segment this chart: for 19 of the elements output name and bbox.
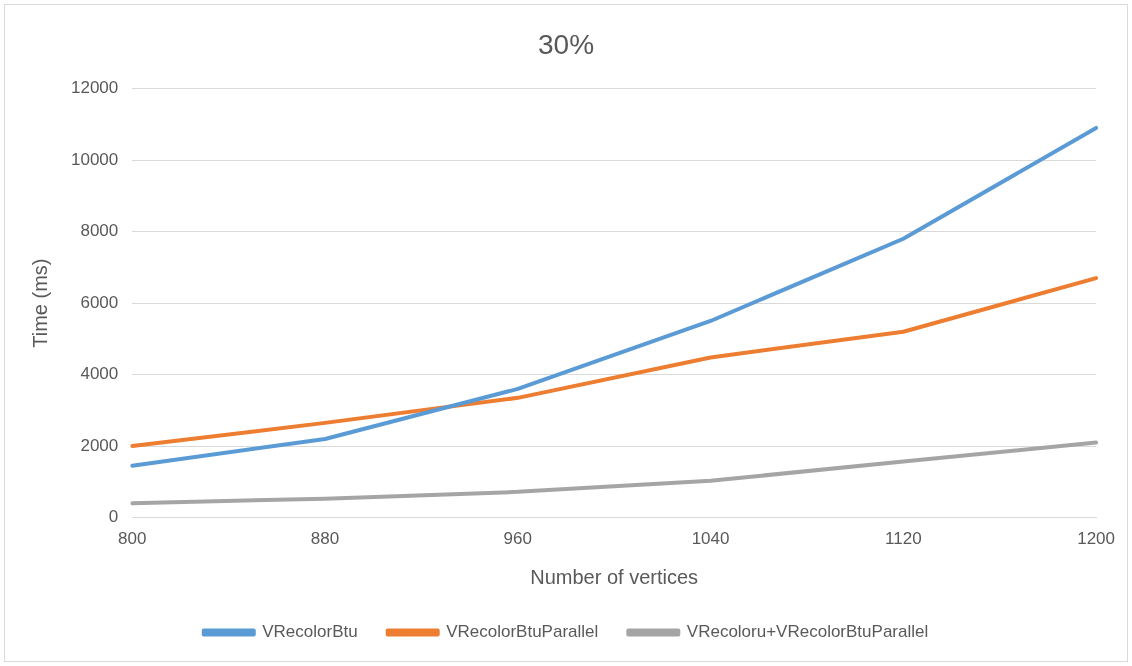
x-tick-label: 1200 [1077,529,1115,549]
x-tick-label: 1040 [691,529,730,549]
y-tick-label: 10000 [70,149,119,169]
x-tick-label: 880 [310,529,340,549]
y-axis-title: Time (ms) [28,258,51,348]
chart-title: 30% [537,28,595,60]
legend-label: VRecolorBtuParallel [446,622,599,642]
y-tick-label: 6000 [80,292,119,312]
legend-label: VRecolorBtu [262,622,358,642]
y-tick-label: 2000 [80,435,119,455]
y-tick-label: 4000 [80,364,119,384]
x-tick-label: 960 [503,529,532,549]
y-tick-label: 8000 [80,221,119,241]
x-tick-label: 800 [118,529,147,549]
legend-label: VRecoloru+VRecolorBtuParallel [686,622,929,642]
x-tick-label: 1120 [885,529,922,549]
y-tick-label: 0 [108,507,119,527]
x-axis-title: Number of vertices [530,565,699,588]
y-tick-label: 12000 [70,78,119,98]
